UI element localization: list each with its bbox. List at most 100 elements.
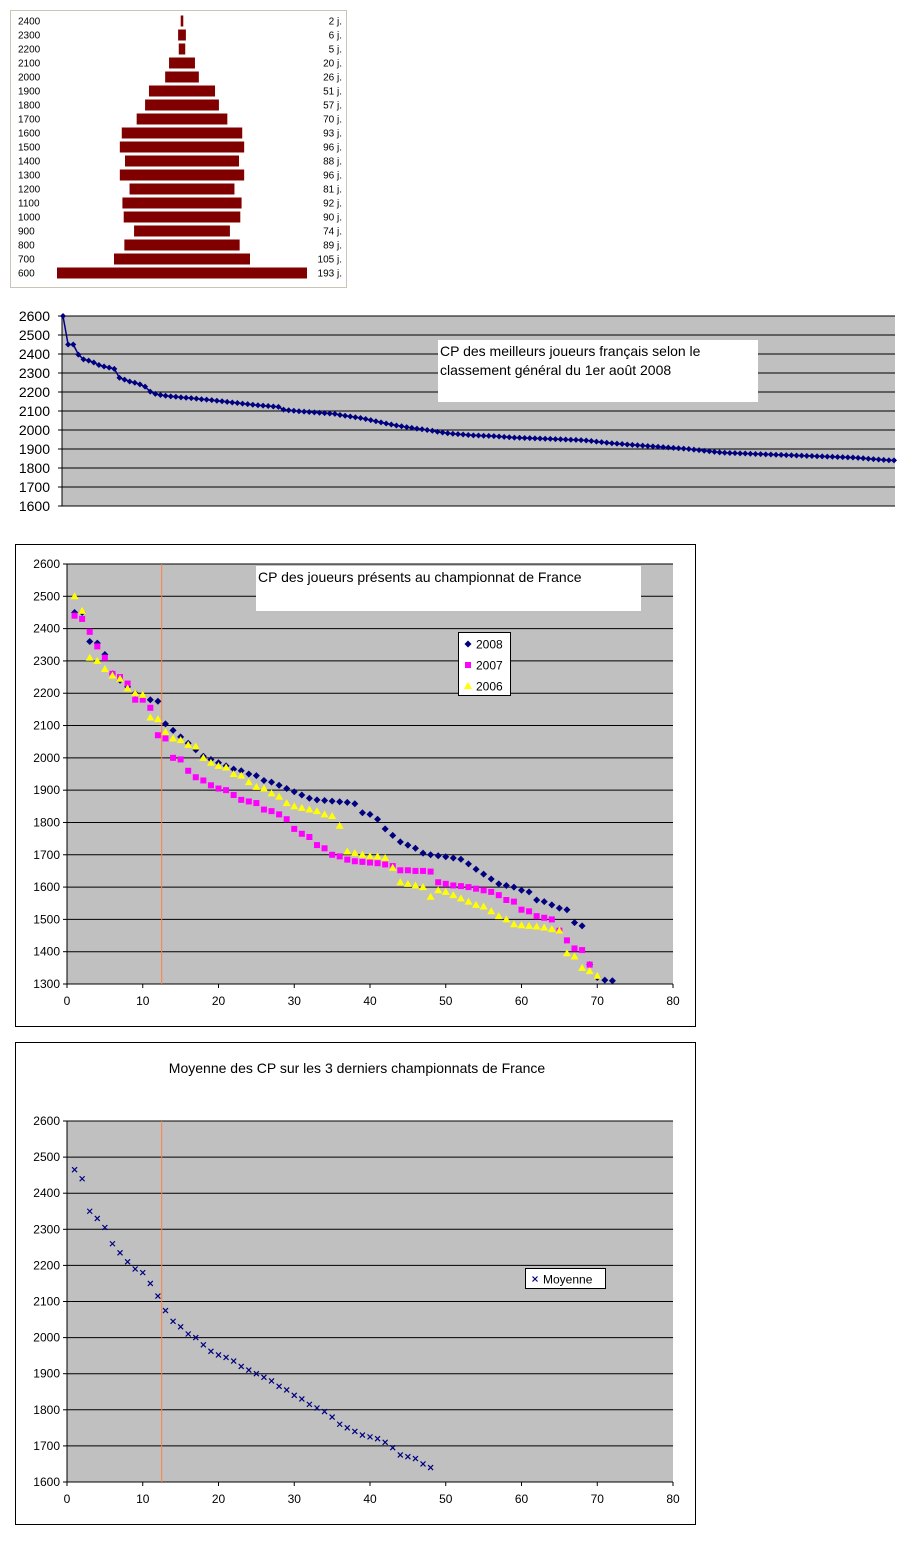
- data-point: [396, 838, 404, 846]
- x-tick-label: 10: [136, 1492, 150, 1506]
- data-point: [162, 1307, 169, 1314]
- data-point: [427, 868, 434, 875]
- average-scatter-chart: 1600 1700 1800 1900 2000 2100 2200 2300 2400 2500…: [15, 1042, 696, 1525]
- data-point: [408, 424, 415, 431]
- data-point: [306, 834, 313, 840]
- data-point: [249, 401, 256, 408]
- data-point: [359, 1432, 366, 1438]
- data-point: [230, 765, 238, 773]
- data-point: [844, 454, 851, 461]
- y-tick-label: 1800: [33, 1403, 60, 1417]
- data-point: [192, 774, 199, 781]
- data-point: [146, 696, 154, 704]
- data-point: [132, 696, 139, 703]
- data-point: [495, 880, 503, 888]
- pyramid-category-label: 1000: [18, 213, 41, 224]
- data-point: [311, 409, 318, 416]
- data-point: [570, 952, 579, 960]
- data-point: [487, 907, 496, 915]
- data-point: [655, 443, 662, 450]
- data-point: [229, 399, 236, 406]
- data-point: [79, 1175, 86, 1182]
- y-tick-label: 2400: [33, 622, 60, 636]
- data-point: [449, 854, 457, 862]
- data-point: [552, 436, 559, 443]
- data-point: [253, 1370, 260, 1377]
- y-tick-label: 2600: [19, 308, 50, 324]
- data-point: [283, 816, 290, 823]
- data-point: [496, 433, 503, 440]
- data-point: [321, 410, 328, 417]
- data-point: [147, 388, 154, 395]
- data-point: [132, 1266, 139, 1272]
- data-point: [270, 403, 277, 410]
- data-point: [891, 457, 897, 464]
- pyramid-value-label: 92 j.: [323, 199, 342, 210]
- data-point: [473, 885, 480, 892]
- pyramid-value-label: 105 j.: [318, 255, 342, 266]
- data-point: [329, 1414, 336, 1420]
- y-tick-label: 1400: [33, 945, 60, 959]
- data-point: [139, 696, 146, 703]
- data-point: [742, 450, 749, 457]
- data-point: [374, 860, 381, 867]
- data-point: [215, 1352, 222, 1358]
- data-point: [146, 713, 155, 721]
- data-point: [78, 606, 87, 614]
- data-point: [752, 450, 759, 457]
- data-point: [167, 393, 174, 400]
- data-point: [426, 892, 435, 900]
- data-point: [798, 452, 805, 459]
- data-point: [275, 781, 283, 789]
- data-point: [808, 453, 815, 460]
- data-point: [139, 1269, 146, 1276]
- data-point: [169, 734, 178, 742]
- data-point: [200, 777, 207, 784]
- data-point: [441, 887, 450, 895]
- data-point: [265, 403, 272, 410]
- data-point: [154, 697, 162, 705]
- pyramid-bar: [122, 197, 242, 209]
- data-point: [429, 427, 436, 434]
- data-point: [328, 797, 336, 805]
- data-point: [396, 878, 405, 886]
- data-point: [374, 1435, 381, 1442]
- data-point: [230, 1358, 237, 1364]
- data-point: [131, 379, 138, 386]
- data-point: [541, 914, 548, 921]
- pyramid-category-label: 1700: [18, 115, 41, 126]
- data-point: [358, 809, 366, 817]
- pyramid-bar: [178, 43, 186, 55]
- chart-title-box: [438, 340, 758, 402]
- data-point: [170, 754, 177, 761]
- data-point: [593, 971, 602, 979]
- data-point: [126, 378, 133, 385]
- data-point: [188, 395, 195, 402]
- data-point: [547, 435, 554, 442]
- data-point: [223, 1354, 229, 1361]
- data-point: [213, 397, 220, 404]
- pyramid-category-label: 2100: [18, 59, 41, 70]
- data-point: [80, 356, 87, 363]
- data-point: [282, 799, 291, 807]
- y-tick-label: 2100: [19, 403, 50, 419]
- pyramid-category-label: 900: [18, 227, 35, 238]
- data-point: [571, 919, 579, 927]
- data-point: [75, 351, 82, 358]
- data-point: [290, 802, 299, 810]
- data-point: [316, 409, 323, 416]
- data-point: [367, 1433, 373, 1440]
- data-point: [176, 736, 185, 744]
- x-tick-label: 80: [666, 994, 680, 1008]
- data-point: [680, 445, 687, 452]
- pyramid-value-label: 51 j.: [323, 87, 342, 98]
- data-point: [314, 1405, 320, 1411]
- data-point: [824, 453, 831, 460]
- data-point: [177, 394, 184, 401]
- data-point: [449, 891, 458, 899]
- data-point: [555, 904, 563, 912]
- data-point: [456, 894, 465, 902]
- y-tick-label: 2100: [33, 1295, 60, 1309]
- data-point: [378, 419, 385, 426]
- data-point: [358, 850, 367, 858]
